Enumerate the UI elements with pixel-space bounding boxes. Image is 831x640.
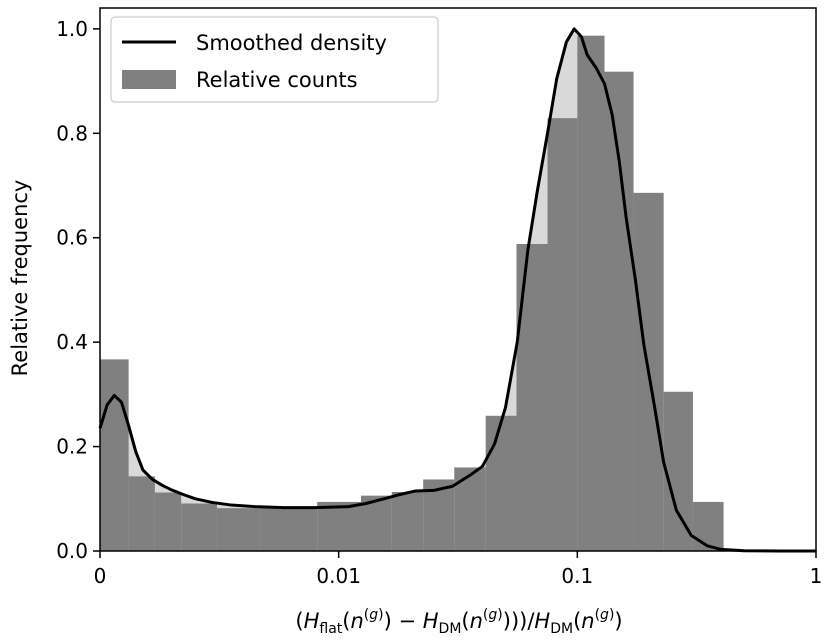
x-tick-label: 1 xyxy=(810,564,823,588)
histogram-bar xyxy=(391,492,424,551)
histogram-bar xyxy=(259,508,318,551)
y-tick-label: 0.8 xyxy=(56,121,88,145)
axes-layer xyxy=(99,7,817,552)
bars-layer xyxy=(100,35,724,552)
legend-frame xyxy=(110,16,439,103)
y-tick-label: 1.0 xyxy=(56,17,88,41)
histogram-bar xyxy=(454,467,486,551)
x-tick-label: 0 xyxy=(94,564,107,588)
histogram-bar xyxy=(181,503,217,551)
legend: Smoothed density Relative counts xyxy=(110,16,439,103)
histogram-bar xyxy=(317,501,361,551)
legend-bar-swatch xyxy=(122,70,176,89)
legend-label-counts: Relative counts xyxy=(196,68,358,92)
histogram-bar xyxy=(100,359,129,551)
density-line-layer xyxy=(98,27,816,553)
histogram-bar xyxy=(547,118,578,552)
x-tick-label: 0.01 xyxy=(316,564,361,588)
x-tick-label: 0.1 xyxy=(561,564,593,588)
histogram-bar xyxy=(216,508,260,551)
y-tick-label: 0.2 xyxy=(56,435,88,459)
y-tick-label: 0.4 xyxy=(56,330,88,354)
histogram-bar xyxy=(663,391,693,551)
histogram-bar xyxy=(485,415,517,551)
y-tick-label: 0.0 xyxy=(56,539,88,563)
histogram-bar xyxy=(577,35,605,552)
plot-frame xyxy=(99,7,817,552)
histogram-bar xyxy=(128,476,155,551)
histogram-bar xyxy=(692,501,724,551)
density-line xyxy=(98,27,816,553)
histogram-bar xyxy=(516,244,548,551)
y-ticks: 0.0 0.2 0.4 0.6 0.8 1.0 xyxy=(56,17,100,563)
x-axis-title: (Hflat(n(g)) − HDM(n(g))))/HDM(n(g)) xyxy=(295,607,622,637)
histogram-bar xyxy=(154,492,182,551)
x-ticks: 0 0.01 0.1 1 xyxy=(94,551,823,588)
legend-label-density: Smoothed density xyxy=(196,31,387,55)
y-axis-title: Relative frequency xyxy=(8,180,32,377)
histogram-bar xyxy=(604,71,634,551)
y-tick-label: 0.6 xyxy=(56,226,88,250)
